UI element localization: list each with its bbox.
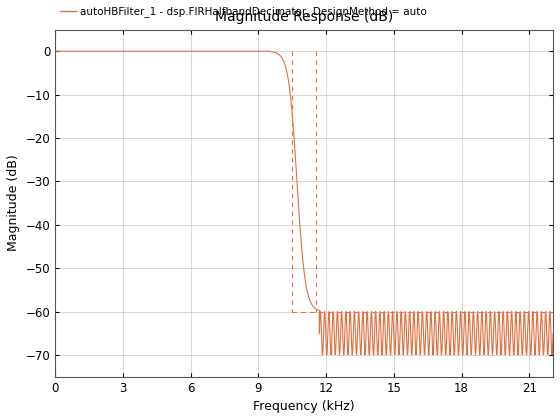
X-axis label: Frequency (kHz): Frequency (kHz) bbox=[253, 400, 355, 413]
Legend: autoHBFilter_1 - dsp.FIRHalfbandDecimator, DesignMethod = auto: autoHBFilter_1 - dsp.FIRHalfbandDecimato… bbox=[60, 6, 427, 17]
Y-axis label: Magnitude (dB): Magnitude (dB) bbox=[7, 155, 20, 252]
Title: Magnitude Response (dB): Magnitude Response (dB) bbox=[215, 10, 393, 24]
